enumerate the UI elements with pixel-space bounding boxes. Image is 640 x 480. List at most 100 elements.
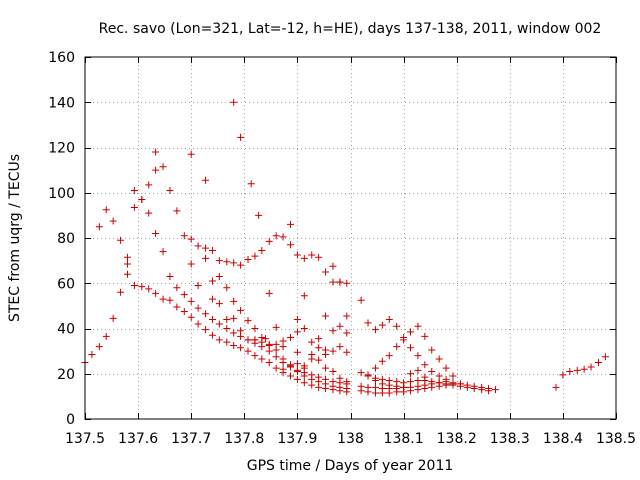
data-point [566,367,574,375]
data-point [88,351,96,359]
data-point [308,251,316,259]
data-point [329,367,337,375]
data-point [95,343,103,351]
data-point [286,220,294,228]
data-point [95,223,103,231]
data-point [237,133,245,141]
data-point [223,338,231,346]
x-tick-label: 137.6 [118,431,158,447]
data-point [180,308,188,316]
data-point [109,217,117,225]
data-point [428,346,436,354]
chart-title: Rec. savo (Lon=321, Lat=-12, h=HE), days… [99,21,602,37]
data-point [364,371,372,379]
data-point [315,378,323,386]
data-point [223,258,231,266]
data-point [208,331,216,339]
data-point [223,284,231,292]
data-point [371,377,379,385]
data-point [322,346,330,354]
data-point [286,241,294,249]
data-point [262,335,270,343]
data-point [393,343,401,351]
data-point [272,232,280,240]
data-point [442,364,450,372]
data-point [449,372,457,380]
data-point [421,373,429,381]
data-point [187,235,195,243]
data-point [187,313,195,321]
x-tick-label: 138.4 [543,431,583,447]
data-point [428,367,436,375]
data-point [414,352,422,360]
data-point [435,372,443,380]
data-point [237,261,245,269]
data-point [343,329,351,337]
data-point [117,236,125,244]
data-point [265,237,273,245]
data-point [208,315,216,323]
data-point [173,284,181,292]
data-point [393,322,401,330]
data-point [159,295,167,303]
data-point [194,304,202,312]
x-tick-label: 137.9 [277,431,317,447]
y-axis-label: STEC from uqrg / TECUs [7,154,23,322]
data-point [279,343,287,351]
data-point [208,295,216,303]
data-point [414,366,422,374]
data-point [145,285,153,293]
data-point [329,347,337,355]
data-point [230,341,238,349]
data-point [343,279,351,287]
data-point [208,277,216,285]
data-point [435,379,443,387]
y-tick-labels: 0 20 40 60 80 100 120 140 160 [48,50,75,428]
data-point [251,336,259,344]
x-tick-label: 138.3 [490,431,530,447]
data-point [286,334,294,342]
data-point [272,340,280,348]
data-point [485,387,493,395]
data-point [123,260,131,268]
data-point [315,253,323,261]
data-point [251,325,259,332]
data-point [230,259,238,267]
data-point [123,270,131,278]
data-point [102,332,110,340]
data-point [180,291,188,299]
data-point [315,344,323,352]
data-point [152,166,160,174]
data-point [279,355,287,363]
data-point [130,203,138,211]
data-point [202,244,210,252]
data-point [166,296,174,304]
data-point [265,341,273,349]
x-tick-label: 138.5 [596,431,636,447]
data-point [215,272,223,280]
data-point [322,268,330,276]
data-point [308,338,316,346]
y-tick-label: 40 [57,322,75,338]
data-point [215,320,223,328]
data-point [478,386,486,394]
y-tick-label: 20 [57,367,75,383]
data-point [223,315,231,323]
data-point [491,386,499,394]
data-point [237,306,245,314]
x-tick-labels: 137.5 137.6 137.7 137.8 137.9 138 138.1 138.2 13… [65,431,636,447]
data-point [400,336,408,344]
data-point [187,297,195,305]
data-point [230,314,238,322]
data-point [449,379,457,387]
data-point [180,232,188,240]
data-point [194,282,202,290]
data-point [407,370,415,378]
data-point [300,292,308,300]
data-point [102,206,110,214]
data-point [414,322,422,330]
data-point [601,353,609,361]
data-point [470,384,478,392]
data-point [580,365,588,373]
